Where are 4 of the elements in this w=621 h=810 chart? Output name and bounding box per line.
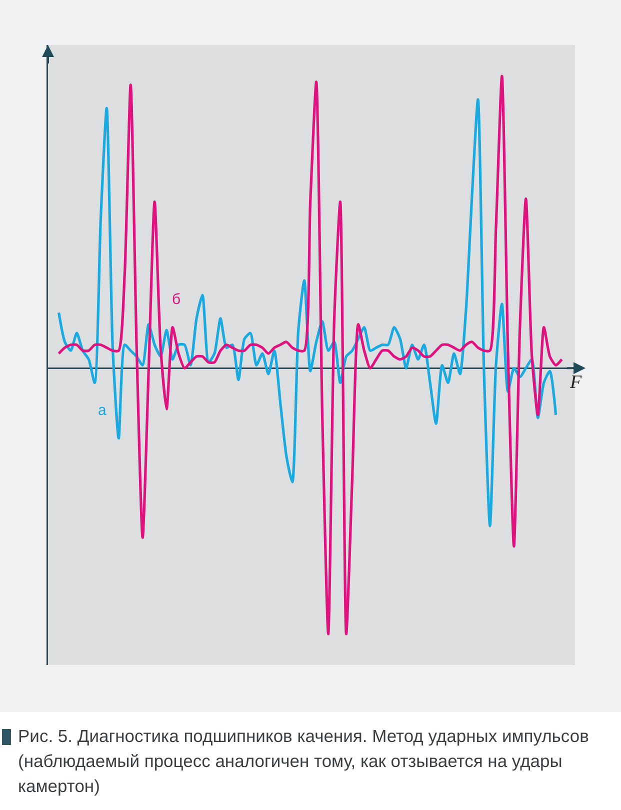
text: Рис. 5. Диагностика подшипников качения. Метод ударных импульсов (наблюдаемый процесс аналогичен тому, как отзывается на удары камертон) — [18, 726, 589, 796]
x-axis-title: F — [569, 372, 582, 393]
series-label: а — [98, 402, 107, 419]
series-label: б — [172, 291, 181, 308]
